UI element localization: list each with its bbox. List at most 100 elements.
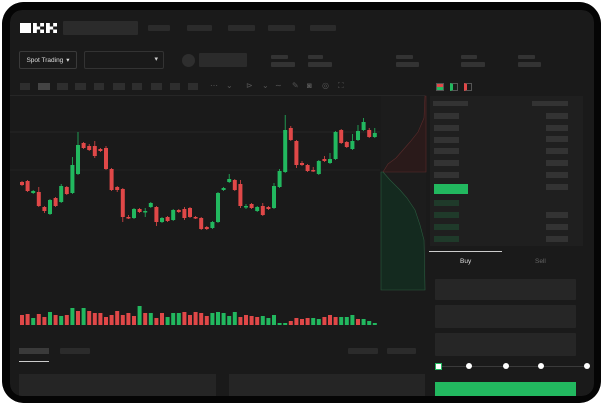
slider-handle[interactable] <box>435 363 442 370</box>
candle-body <box>137 209 142 212</box>
slider-mark[interactable] <box>466 363 472 369</box>
volume-bar <box>92 313 97 325</box>
volume-bar <box>199 313 204 325</box>
candle <box>344 141 349 148</box>
candle-body <box>316 161 321 174</box>
amount-input[interactable] <box>435 305 576 328</box>
volume-bar <box>300 319 304 325</box>
candle-body <box>255 207 260 211</box>
candle <box>182 207 187 220</box>
candle <box>92 141 97 158</box>
candle-body <box>98 149 103 151</box>
candle <box>193 216 198 219</box>
volume-bar <box>316 319 321 325</box>
order-amount <box>546 113 568 119</box>
candle <box>154 206 159 226</box>
order-card <box>229 374 425 396</box>
filter-button[interactable] <box>387 348 416 354</box>
candle-body <box>165 217 170 221</box>
candle <box>87 144 92 151</box>
volume-bar <box>109 315 114 325</box>
volume-bar <box>176 313 181 325</box>
candle-body <box>238 184 243 206</box>
candle <box>300 161 304 166</box>
volume-bar <box>216 312 220 325</box>
filter-button[interactable] <box>348 348 378 354</box>
slider-mark[interactable] <box>584 363 590 369</box>
candle <box>70 157 75 194</box>
volume-bar <box>137 306 142 325</box>
order-amount <box>546 160 568 166</box>
total-input[interactable] <box>435 333 576 356</box>
order-amount <box>546 172 568 178</box>
candle-body <box>232 180 237 190</box>
candle-body <box>249 204 254 208</box>
candle <box>137 208 142 213</box>
candle-body <box>115 187 120 190</box>
slider-mark[interactable] <box>538 363 544 369</box>
order-amount <box>546 224 568 230</box>
candle <box>115 186 120 192</box>
candle <box>188 207 192 218</box>
candle <box>255 206 260 212</box>
ask-price <box>434 148 459 154</box>
candle <box>148 202 153 208</box>
candle <box>283 115 288 173</box>
volume-bar <box>126 313 131 325</box>
order-card <box>19 374 216 396</box>
bid-price <box>434 200 459 206</box>
candle <box>165 216 170 222</box>
candle <box>339 129 344 144</box>
candle <box>333 131 338 160</box>
order-amount <box>546 212 568 218</box>
volume-bar <box>31 318 36 325</box>
volume-bar <box>305 318 310 325</box>
tab-order-history[interactable] <box>60 348 90 354</box>
candle <box>288 126 293 141</box>
volume-bar <box>294 318 299 325</box>
candle-body <box>81 143 86 148</box>
candle-body <box>132 209 136 218</box>
volume-bar <box>272 315 276 325</box>
candle <box>126 215 131 219</box>
candle-body <box>350 141 355 149</box>
amount-slider[interactable] <box>438 366 588 367</box>
candle-body <box>288 128 293 140</box>
candle-body <box>244 206 248 208</box>
candle-body <box>92 146 97 156</box>
candle-body <box>148 203 153 207</box>
slider-mark[interactable] <box>503 363 509 369</box>
tab-buy[interactable]: Buy <box>460 258 472 265</box>
candle <box>59 184 64 203</box>
volume-bar <box>372 323 377 325</box>
candle-body <box>311 170 316 172</box>
order-amount <box>546 184 568 190</box>
volume-bar <box>322 317 327 325</box>
candle-body <box>333 132 338 159</box>
volume-bar <box>260 316 265 325</box>
tab-sell[interactable]: Sell <box>535 258 546 265</box>
candle <box>260 203 265 216</box>
candle-body <box>300 163 304 165</box>
volume-bar <box>367 321 372 325</box>
volume-bar <box>350 315 355 325</box>
volume-bar <box>154 318 159 325</box>
volume-bar <box>277 323 282 325</box>
ask-price <box>434 125 459 131</box>
candle-body <box>305 165 310 171</box>
active-tab-indicator <box>429 251 502 252</box>
candle <box>322 156 327 162</box>
volume-bar <box>311 318 316 325</box>
candle <box>104 146 108 170</box>
candle <box>328 153 332 164</box>
volume-bar <box>182 312 187 325</box>
price-input[interactable] <box>435 279 576 300</box>
candle-body <box>143 211 148 213</box>
candle-body <box>42 207 47 211</box>
buy-button[interactable] <box>435 382 576 396</box>
candle-body <box>126 217 131 219</box>
tab-open-orders[interactable] <box>19 348 49 354</box>
volume-bar <box>36 314 41 325</box>
volume-bar <box>120 315 125 325</box>
volume-bar <box>115 311 120 325</box>
